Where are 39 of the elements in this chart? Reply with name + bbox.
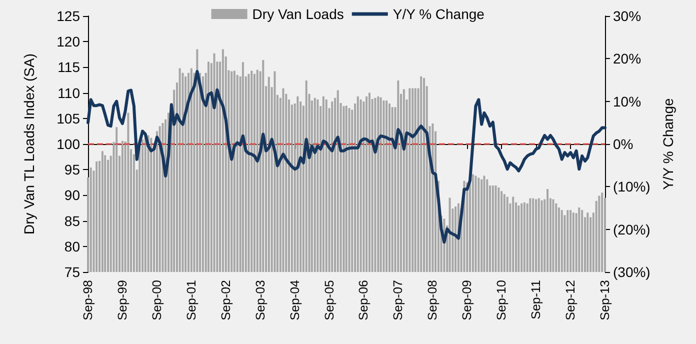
y-tick-label: 115	[58, 59, 80, 76]
x-tick-label: Sep-11	[529, 280, 544, 320]
x-tick-label: Sep-10	[494, 280, 509, 320]
y2-tick-label: (30%)	[613, 264, 650, 280]
y2-tick-label: 30%	[613, 8, 642, 24]
x-tick-label: Sep-07	[391, 280, 406, 320]
y-axis-title: Dry Van TL Loads Index (SA)	[21, 53, 37, 235]
y-tick-label: 125	[56, 8, 80, 24]
y2-tick-label: 0%	[613, 136, 634, 152]
x-tick-label: Sep-13	[598, 280, 612, 320]
x-tick-label: Sep-12	[564, 280, 578, 320]
y-tick-label: 105	[56, 110, 80, 126]
x-tick-label: Sep-08	[426, 280, 440, 320]
y-tick-label: 75	[64, 264, 80, 280]
y-tick-label: 120	[56, 34, 80, 50]
y2-tick-label: (20%)	[613, 221, 650, 238]
y2-axis-title: Y/Y % Change	[660, 98, 676, 190]
y-tick-label: 90	[64, 187, 80, 204]
x-tick-label: Sep-98	[81, 280, 95, 320]
y-tick-label: 110	[58, 84, 80, 101]
x-tick-label: Sep-04	[288, 280, 302, 320]
x-tick-label: Sep-05	[322, 280, 336, 320]
y-tick-label: 95	[64, 162, 80, 178]
y-tick-label: 100	[56, 136, 80, 152]
y2-tick-label: 20%	[613, 50, 642, 67]
legend-label: Y/Y % Change	[392, 6, 485, 22]
x-tick-label: Sep-02	[218, 280, 233, 320]
y-tick-label: 80	[64, 238, 80, 254]
x-tick-label: Sep-00	[150, 280, 164, 320]
x-tick-label: Sep-09	[460, 280, 474, 320]
x-tick-label: Sep-03	[253, 280, 268, 320]
x-tick-label: Sep-06	[356, 280, 371, 320]
y-tick-label: 85	[64, 212, 80, 229]
legend-label: Dry Van Loads	[252, 6, 344, 22]
y2-tick-label: (10%)	[613, 178, 650, 195]
line-series	[86, 70, 606, 244]
x-tick-label: Sep-01	[184, 280, 198, 320]
x-tick-label: Sep-99	[115, 280, 130, 320]
y2-tick-label: 10%	[613, 93, 642, 110]
